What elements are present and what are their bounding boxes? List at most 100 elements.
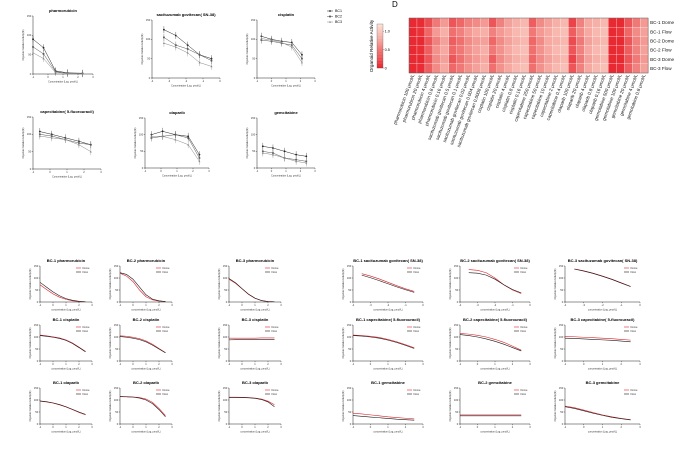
chart-title: gemcitabine xyxy=(274,110,298,115)
series-line-Dome xyxy=(228,278,275,303)
heatmap-cell xyxy=(568,54,577,65)
heatmap-cell xyxy=(528,63,537,74)
series-line-Dome xyxy=(119,335,166,353)
y-tick-label: 150 xyxy=(223,323,228,327)
x-tick-label: -1 xyxy=(39,425,42,429)
series-line-Flow xyxy=(352,415,415,421)
chart-title: BC-1 sacituzumab govitecan( SN-38) xyxy=(353,258,423,263)
y-tick-label: 150 xyxy=(146,18,151,22)
heatmap-cell xyxy=(496,45,505,55)
heatmap-cell xyxy=(432,54,442,65)
heatmap-cell xyxy=(512,63,521,74)
colorbar-step xyxy=(377,53,383,55)
heatmap-cell xyxy=(504,63,513,74)
series-line-BC1 xyxy=(32,39,83,74)
x-tick-label: -1 xyxy=(39,362,42,366)
x-tick-label: 0 xyxy=(49,170,51,174)
y-tick-label: 150 xyxy=(347,386,352,390)
x-tick-label: 0 xyxy=(477,425,479,429)
heatmap-cell xyxy=(600,54,609,65)
x-tick-label: 3 xyxy=(91,303,93,307)
colorbar-step xyxy=(377,65,383,67)
heatmap-cell xyxy=(480,36,489,46)
heatmap-cell xyxy=(472,17,481,28)
y-tick-label: 100 xyxy=(223,335,228,339)
colorbar-step xyxy=(377,41,383,44)
heatmap-cell xyxy=(624,63,633,74)
y-axis-label: Organoid Relative Activity(%) xyxy=(246,127,249,158)
y-axis-label: Organoid Relative Activity(%) xyxy=(554,390,557,421)
marker-triangle xyxy=(50,136,53,139)
x-tick-label: 0 xyxy=(529,303,531,307)
x-axis-label: concentration (Log, μmol/L) xyxy=(240,309,269,312)
heatmap-cell xyxy=(640,36,649,46)
legend-label-Dome: Dome xyxy=(83,266,90,270)
heatmap-cell xyxy=(544,27,553,37)
y-tick-label: 100 xyxy=(114,335,119,339)
y-axis-label: Organoid Relative Activity(%) xyxy=(554,268,557,299)
heatmap-cell xyxy=(584,45,593,55)
x-tick-label: 3 xyxy=(314,79,316,83)
heatmap-cell xyxy=(456,27,465,37)
x-tick-label: 2 xyxy=(512,425,514,429)
heatmap-cell xyxy=(456,36,465,46)
heatmap-cell xyxy=(608,27,617,37)
heatmap-cell xyxy=(472,36,481,46)
y-tick-label: 50 xyxy=(140,149,143,153)
x-axis-label: concentration (Log, μmol/L) xyxy=(240,368,269,371)
heatmap-cell xyxy=(432,45,442,55)
heatmap-cell xyxy=(456,45,465,55)
heatmap-frame xyxy=(408,17,649,74)
chart-title: BC-1 cisplatin xyxy=(53,317,80,322)
colorbar-step xyxy=(377,40,383,42)
colorbar-tick-label: 1.0 xyxy=(385,30,390,34)
series-line-Flow xyxy=(39,400,86,415)
heatmap-cell xyxy=(616,45,625,55)
panel-letter: D xyxy=(392,0,398,9)
x-tick-label: 0 xyxy=(271,169,273,173)
heatmap-cell xyxy=(488,17,497,28)
y-tick-label: 100 xyxy=(114,398,119,402)
x-tick-label: 1 xyxy=(145,303,147,307)
colorbar-step xyxy=(377,29,383,32)
x-tick-label: -1 xyxy=(256,79,259,83)
y-axis-label: Organoid Relative Activity(%) xyxy=(134,127,137,158)
heatmap-row-label: BC-1 Flow xyxy=(650,29,672,34)
x-tick-label: 0 xyxy=(132,303,134,307)
y-tick-label: 100 xyxy=(454,276,459,280)
heatmap-cell xyxy=(416,17,426,28)
y-axis-label: Organoid Relative Activity(%) xyxy=(22,127,25,158)
x-axis-label: Concentration (Log, μmol/L) xyxy=(171,85,201,88)
x-tick-label: -1 xyxy=(39,303,42,307)
y-tick-label: 0 xyxy=(37,300,39,304)
series-line-BC2 xyxy=(32,46,83,74)
marker-triangle xyxy=(38,134,41,137)
x-tick-label: -2 xyxy=(601,303,604,307)
colorbar-step xyxy=(377,51,383,54)
y-tick-label: 50 xyxy=(115,410,118,414)
x-tick-label: -1 xyxy=(228,425,231,429)
heatmap-cell xyxy=(552,17,561,28)
y-tick-label: 50 xyxy=(560,347,563,351)
heatmap-cell xyxy=(512,27,521,37)
heatmap-cell xyxy=(456,63,465,74)
x-tick-label: 1 xyxy=(602,425,604,429)
y-tick-label: 50 xyxy=(455,347,458,351)
legend-label-Flow: Flow xyxy=(521,392,527,396)
colorbar-step xyxy=(377,57,383,60)
heatmap-cell xyxy=(448,36,457,46)
x-tick-label: 2 xyxy=(158,425,160,429)
y-tick-label: 100 xyxy=(139,133,144,137)
colorbar-step xyxy=(377,38,383,41)
chart-title: BC-2 olaparib xyxy=(133,380,160,385)
marker-circle xyxy=(283,150,286,153)
y-axis-label: Organoid Relative Activity(%) xyxy=(141,33,144,64)
heatmap-cell xyxy=(552,27,561,37)
marker-triangle xyxy=(271,153,274,156)
x-axis-label: concentration (Log, μmol/L) xyxy=(240,431,269,434)
marker-triangle xyxy=(174,138,177,141)
